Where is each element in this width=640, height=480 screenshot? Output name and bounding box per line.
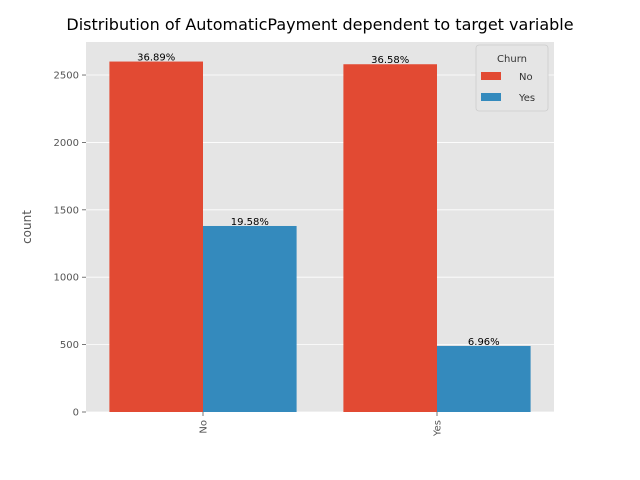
bar-data-label: 36.58% — [371, 55, 409, 66]
y-tick-label: 2000 — [54, 138, 79, 149]
bar-yes-yes — [437, 345, 531, 412]
bar-data-label: 6.96% — [468, 337, 500, 348]
y-axis: 0 500 1000 1500 2000 2500 — [54, 71, 86, 419]
y-axis-label: count — [20, 210, 34, 244]
legend-swatch-yes — [481, 93, 501, 101]
x-tick-label: No — [199, 420, 210, 434]
bar-labels: 36.89% 36.58% 19.58% 6.96% — [137, 53, 500, 348]
bar-yes-no — [203, 225, 297, 412]
y-tick-label: 500 — [60, 340, 79, 351]
bar-data-label: 19.58% — [231, 217, 269, 228]
legend-title: Churn — [497, 54, 527, 65]
y-tick-label: 2500 — [54, 71, 79, 82]
chart-title: Distribution of AutomaticPayment depende… — [66, 15, 573, 34]
y-tick-label: 1500 — [54, 205, 79, 216]
x-tick-label: Yes — [433, 420, 444, 437]
legend: Churn No Yes — [475, 44, 549, 112]
legend-label-no: No — [519, 72, 533, 83]
x-axis: No Yes — [199, 412, 444, 437]
bar-no-no — [109, 61, 203, 413]
bar-data-label: 36.89% — [137, 53, 175, 64]
y-tick-label: 1000 — [54, 273, 79, 284]
y-tick-label: 0 — [73, 408, 79, 419]
legend-label-yes: Yes — [518, 93, 535, 104]
bars — [109, 61, 531, 413]
legend-swatch-no — [481, 72, 501, 80]
bar-no-yes — [343, 64, 437, 412]
